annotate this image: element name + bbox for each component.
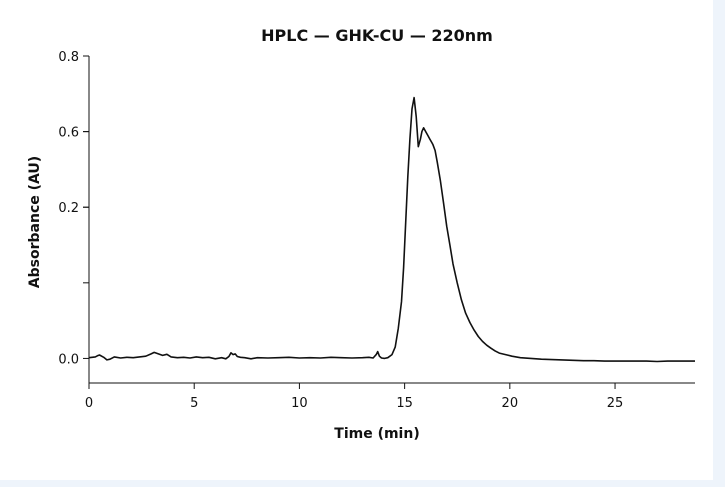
y-tick-label: 0.0 (58, 352, 79, 367)
x-axis-label: Time (min) (334, 426, 419, 442)
x-tick-label: 25 (607, 396, 624, 411)
chromatogram-trace (88, 96, 695, 363)
x-tick-label: 15 (396, 396, 413, 411)
x-tick-label: 0 (85, 396, 93, 411)
y-tick-label: 0.8 (58, 50, 79, 65)
axes: 0 5 10 15 20 25 0.8 0.6 0.2 0.0 (58, 50, 695, 411)
x-tick-label: 20 (502, 396, 519, 411)
x-tick-label: 5 (190, 396, 198, 411)
x-tick-label: 10 (291, 396, 308, 411)
hplc-chromatogram: HPLC — GHK-CU — 220nm 0 5 10 15 20 25 0.8 0.6 0.… (27, 26, 695, 442)
y-tick-label: 0.2 (58, 201, 79, 216)
y-axis-label: Absorbance (AU) (27, 156, 43, 288)
chart-title: HPLC — GHK-CU — 220nm (261, 26, 493, 45)
y-tick-label: 0.6 (58, 126, 79, 141)
chart-card: HPLC — GHK-CU — 220nm 0 5 10 15 20 25 0.8 0.6 0.… (0, 0, 719, 480)
